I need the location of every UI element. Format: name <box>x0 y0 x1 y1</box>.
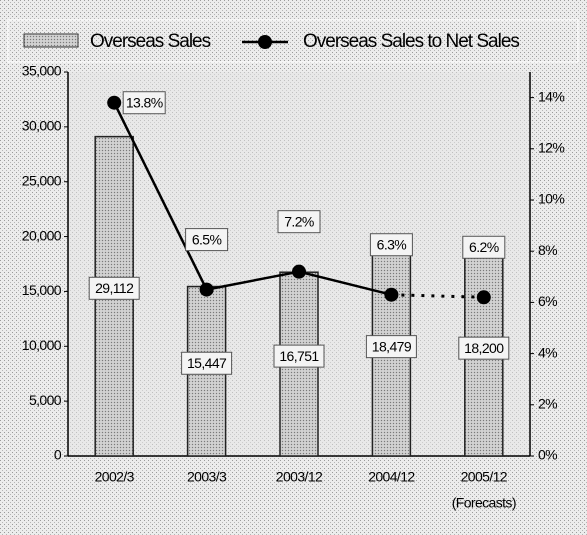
y2-tick-label: 4% <box>538 344 557 360</box>
y-tick-label: 5,000 <box>29 392 62 408</box>
legend-box <box>7 19 579 63</box>
legend-label: Overseas Sales to Net Sales <box>303 31 519 52</box>
data-label: 6.3% <box>377 236 407 252</box>
legend-swatch <box>23 33 79 48</box>
data-label: 7.2% <box>284 213 314 229</box>
y2-tick-label: 8% <box>538 242 557 258</box>
y2-tick-label: 12% <box>538 140 564 156</box>
data-label: 6.2% <box>469 239 499 255</box>
x-tick-label: 2003/12 <box>276 469 323 485</box>
data-label-box <box>185 228 229 252</box>
y-tick-label: 35,000 <box>22 63 62 79</box>
data-label-box <box>88 276 140 300</box>
data-label: 13.8% <box>126 94 163 110</box>
line-marker <box>107 95 122 110</box>
line-marker <box>384 287 399 302</box>
data-label-box <box>365 335 417 359</box>
data-label-box <box>181 351 233 375</box>
legend-label: Overseas Sales <box>90 31 211 52</box>
y-tick-label: 25,000 <box>22 172 62 188</box>
line-marker <box>292 264 306 279</box>
y2-tick-label: 0% <box>538 447 557 463</box>
data-label-box <box>273 344 325 368</box>
y-tick-label: 10,000 <box>22 337 62 353</box>
data-label-box <box>462 235 506 259</box>
y2-tick-label: 2% <box>538 396 557 412</box>
data-label: 15,447 <box>187 355 227 371</box>
y2-tick-label: 14% <box>538 88 564 104</box>
annotation: (Forecasts) <box>452 495 516 511</box>
y2-tick-label: 6% <box>538 293 557 309</box>
x-tick-label: 2004/12 <box>368 469 415 485</box>
data-label: 16,751 <box>279 348 319 364</box>
y-tick-label: 0 <box>54 447 62 463</box>
data-label-box <box>369 233 413 257</box>
line <box>113 102 392 296</box>
data-label: 29,112 <box>95 280 134 296</box>
y-tick-label: 15,000 <box>22 282 62 298</box>
line-marker <box>199 282 214 297</box>
data-label: 18,200 <box>464 340 504 356</box>
data-label-box <box>277 210 321 234</box>
x-tick-label: 2003/3 <box>187 469 227 485</box>
data-label-box <box>122 91 166 115</box>
line-marker <box>476 290 491 305</box>
x-tick-label: 2005/12 <box>461 469 508 485</box>
y-tick-label: 20,000 <box>22 227 62 243</box>
legend-marker <box>258 35 272 49</box>
data-label-box <box>458 336 510 360</box>
y2-tick-label: 10% <box>538 191 564 207</box>
data-label: 18,479 <box>372 338 412 354</box>
data-label: 6.5% <box>192 231 222 247</box>
x-tick-label: 2002/3 <box>95 469 135 485</box>
y-tick-label: 30,000 <box>22 118 62 134</box>
